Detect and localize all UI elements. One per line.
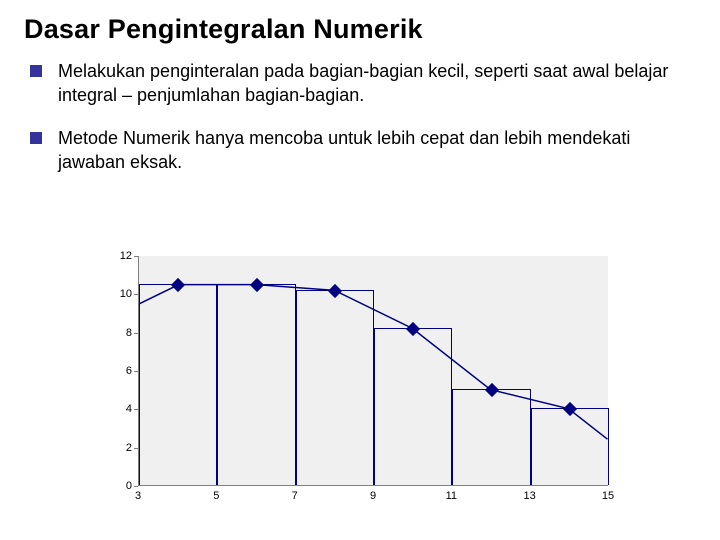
bullet-list: Melakukan penginteralan pada bagian-bagi… — [0, 53, 720, 174]
bullet-item: Melakukan penginteralan pada bagian-bagi… — [30, 59, 690, 108]
bar — [217, 284, 295, 485]
bullet-text: Metode Numerik hanya mencoba untuk lebih… — [58, 126, 690, 175]
y-axis-label: 10 — [108, 288, 132, 300]
bullet-item: Metode Numerik hanya mencoba untuk lebih… — [30, 126, 690, 175]
y-axis-label: 2 — [108, 442, 132, 454]
y-tick — [134, 294, 138, 295]
y-axis-label: 12 — [108, 250, 132, 262]
y-tick — [134, 371, 138, 372]
y-axis-label: 4 — [108, 403, 132, 415]
y-axis-label: 0 — [108, 480, 132, 492]
bullet-text: Melakukan penginteralan pada bagian-bagi… — [58, 59, 690, 108]
plot-area — [138, 256, 608, 486]
y-tick — [134, 409, 138, 410]
y-axis-label: 8 — [108, 327, 132, 339]
slide-title: Dasar Pengintegralan Numerik — [0, 0, 720, 53]
bar — [296, 290, 374, 486]
x-axis-label: 11 — [446, 490, 457, 502]
y-tick — [134, 448, 138, 449]
y-tick — [134, 256, 138, 257]
bar — [452, 389, 530, 485]
x-axis-label: 9 — [370, 490, 376, 502]
x-axis-label: 15 — [602, 490, 614, 502]
x-axis-label: 5 — [213, 490, 219, 502]
x-axis-label: 7 — [292, 490, 298, 502]
y-axis-label: 6 — [108, 365, 132, 377]
square-bullet-icon — [30, 65, 42, 77]
bar — [139, 284, 217, 485]
bar — [374, 328, 452, 485]
square-bullet-icon — [30, 132, 42, 144]
bar — [531, 408, 609, 485]
x-axis-label: 13 — [524, 490, 536, 502]
y-tick — [134, 333, 138, 334]
riemann-chart: 0 2 4 6 8 10 12 3 5 7 9 11 13 15 — [108, 248, 618, 518]
y-tick — [134, 486, 138, 487]
x-axis-label: 3 — [135, 490, 141, 502]
